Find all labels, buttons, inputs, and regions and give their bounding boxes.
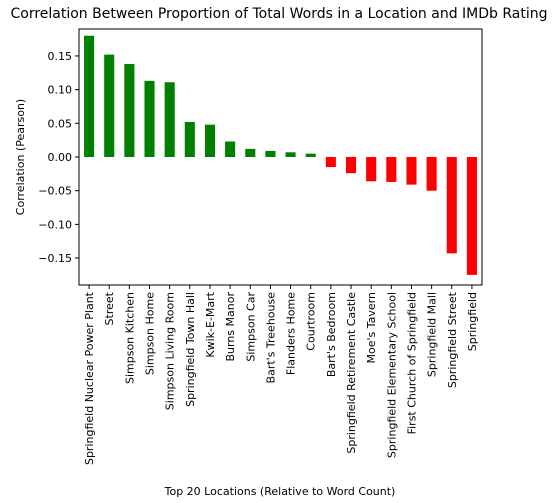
x-tick-label: Street	[103, 291, 116, 325]
x-axis-label: Top 20 Locations (Relative to Word Count…	[164, 485, 396, 498]
chart-title: Correlation Between Proportion of Total …	[10, 6, 547, 22]
bar	[104, 54, 115, 157]
x-tick-label: Courtroom	[305, 292, 318, 351]
y-axis: 0.15 0.10 0.05 0.00 −0.05 −0.10 −0.15	[38, 50, 79, 265]
bars-group	[84, 35, 477, 275]
plot-frame	[78, 28, 483, 286]
x-tick-label: Springfield Town Hall	[184, 292, 197, 407]
x-tick-label: Bart's Treehouse	[264, 292, 277, 384]
bar	[285, 152, 296, 157]
bar	[305, 153, 316, 157]
x-tick-label: Springfield Street	[446, 291, 459, 388]
bar	[225, 141, 236, 157]
bar	[466, 157, 477, 275]
bar	[265, 150, 276, 157]
x-axis: Springfield Nuclear Power Plant Street Sim…	[83, 285, 479, 465]
x-tick-label: Springfield	[466, 292, 479, 351]
bar	[245, 148, 256, 157]
bar	[184, 121, 195, 157]
x-tick-label: First Church of Springfield	[405, 292, 418, 434]
bar	[124, 64, 135, 157]
x-tick-label: Springfield Elementary School	[385, 292, 398, 458]
bar	[426, 157, 437, 191]
bar	[144, 80, 155, 157]
x-tick-label: Flanders Home	[285, 292, 298, 375]
x-tick-label: Springfield Mall	[426, 292, 439, 377]
bar	[325, 157, 336, 168]
y-tick-label: 0.10	[48, 84, 73, 97]
bar	[345, 157, 357, 174]
bar	[204, 124, 216, 157]
bar	[386, 157, 397, 182]
bar	[84, 35, 95, 157]
y-tick-label: −0.15	[38, 252, 72, 265]
x-tick-label: Moe's Tavern	[365, 292, 378, 363]
x-tick-label: Burns Manor	[224, 292, 237, 362]
bar	[446, 157, 457, 254]
x-tick-label: Springfield Retirement Castle	[345, 292, 358, 454]
x-tick-label: Simpson Car	[244, 292, 257, 362]
y-tick-label: −0.05	[38, 185, 72, 198]
y-tick-label: 0.15	[48, 50, 73, 63]
x-tick-label: Bart's Bedroom	[325, 292, 338, 377]
x-tick-label: Simpson Kitchen	[123, 292, 136, 384]
bar	[366, 157, 377, 182]
x-tick-label: Kwik-E-Mart	[204, 291, 217, 357]
y-tick-label: 0.00	[48, 151, 73, 164]
x-tick-label: Simpson Home	[144, 292, 157, 375]
x-tick-label: Springfield Nuclear Power Plant	[83, 291, 96, 465]
y-axis-label: Correlation (Pearson)	[14, 99, 27, 215]
bar	[406, 157, 417, 185]
bar	[164, 82, 175, 157]
y-tick-label: 0.05	[48, 117, 73, 130]
y-tick-label: −0.10	[38, 218, 72, 231]
x-tick-label: Simpson Living Room	[164, 292, 177, 410]
